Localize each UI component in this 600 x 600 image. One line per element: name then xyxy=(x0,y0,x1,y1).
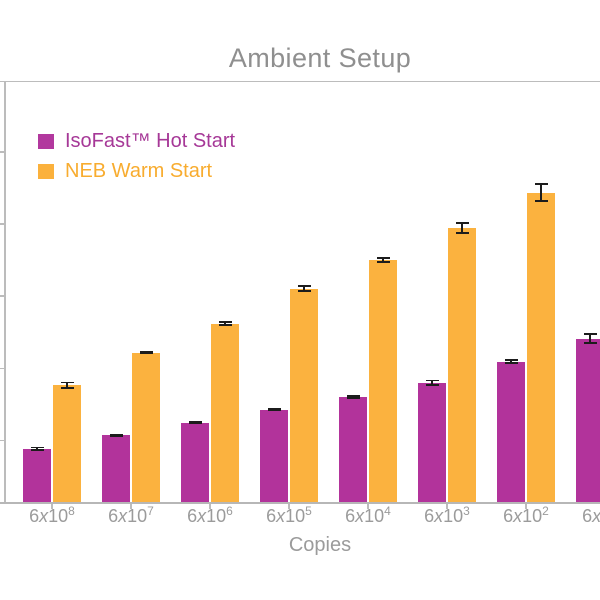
bar-neb-6x10^8 xyxy=(53,385,81,503)
error-bar-stem xyxy=(66,381,68,389)
y-axis-line xyxy=(4,80,6,504)
error-bar-stem xyxy=(510,359,512,364)
error-bar-neb-6x10^3 xyxy=(455,222,469,234)
bar-neb-6x10^6 xyxy=(211,323,239,503)
bar-isofast-6x10^1 xyxy=(576,338,600,503)
error-bar-isofast-6x10^5 xyxy=(267,408,281,411)
error-bar-neb-6x10^4 xyxy=(376,257,390,263)
x-axis-tick-6x10^7 xyxy=(130,503,132,509)
x-axis-tick-6x10^2 xyxy=(525,503,527,509)
x-axis-tick-6x10^4 xyxy=(367,503,369,509)
error-bar-cap-b xyxy=(60,386,74,389)
bar-isofast-6x10^8 xyxy=(23,448,51,503)
error-bar-isofast-6x10^8 xyxy=(30,446,44,451)
error-bar-isofast-6x10^1 xyxy=(583,333,597,344)
error-bar-cap-b xyxy=(455,232,469,234)
error-bar-cap-b xyxy=(534,200,548,202)
legend-swatch-isofast xyxy=(38,133,54,149)
error-bar-cap-b xyxy=(346,397,360,399)
error-bar-stem xyxy=(36,446,38,451)
x-axis-tick-6x10^5 xyxy=(288,503,290,509)
error-bar-stem xyxy=(431,379,433,386)
error-bar-cap-b xyxy=(139,352,153,354)
x-tick-label-6x10^1: 6x101 xyxy=(582,506,600,526)
legend-label-neb: NEB Warm Start xyxy=(65,159,213,182)
x-axis-title: Copies xyxy=(288,534,352,556)
x-tick-label-6x10^5: 6x105 xyxy=(266,504,312,526)
error-bar-stem xyxy=(382,257,384,263)
bar-isofast-6x10^2 xyxy=(497,361,525,503)
error-bar-cap-b xyxy=(109,434,123,437)
legend-item-neb: NEB Warm Start xyxy=(38,156,235,186)
error-bar-isofast-6x10^3 xyxy=(425,379,439,386)
error-bar-cap-b xyxy=(30,448,44,451)
legend-swatch-neb xyxy=(38,163,54,179)
x-axis-tick-6x10^6 xyxy=(209,503,211,509)
plot-top-border xyxy=(0,80,600,83)
y-axis-tick-0 xyxy=(0,151,6,153)
error-bar-stem xyxy=(352,395,354,399)
x-tick-label-6x10^3: 6x103 xyxy=(424,504,470,526)
x-tick-label-6x10^2: 6x102 xyxy=(503,504,549,526)
error-bar-cap-b xyxy=(188,422,202,424)
bar-isofast-6x10^4 xyxy=(339,397,367,503)
error-bar-cap-b xyxy=(297,290,311,292)
error-bar-neb-6x10^7 xyxy=(139,351,153,354)
x-tick-label-6x10^4: 6x104 xyxy=(345,504,391,526)
legend-item-isofast: IsoFast™ Hot Start xyxy=(38,126,235,156)
error-bar-neb-6x10^6 xyxy=(218,321,232,326)
bar-neb-6x10^4 xyxy=(369,260,397,503)
error-bar-neb-6x10^8 xyxy=(60,381,74,389)
error-bar-cap-b xyxy=(218,324,232,326)
error-bar-stem xyxy=(461,222,463,234)
bar-isofast-6x10^3 xyxy=(418,382,446,503)
x-axis-tick-6x10^8 xyxy=(51,503,53,509)
x-tick-label-6x10^7: 6x107 xyxy=(108,504,154,526)
y-axis-tick-3 xyxy=(0,367,6,370)
error-bar-cap-b xyxy=(425,383,439,386)
error-bar-cap-b xyxy=(504,362,518,364)
bar-isofast-6x10^6 xyxy=(181,422,209,503)
y-axis-tick-1 xyxy=(0,223,6,225)
x-axis-line xyxy=(0,502,600,504)
bar-neb-6x10^2 xyxy=(527,192,555,503)
error-bar-neb-6x10^2 xyxy=(534,183,548,202)
error-bar-cap-b xyxy=(583,342,597,344)
x-tick-label-6x10^8: 6x108 xyxy=(29,504,75,526)
error-bar-stem xyxy=(303,285,305,292)
error-bar-cap-b xyxy=(376,261,390,263)
x-axis-tick-6x10^3 xyxy=(446,503,448,509)
error-bar-isofast-6x10^6 xyxy=(188,421,202,424)
legend: IsoFast™ Hot Start NEB Warm Start xyxy=(38,126,235,186)
legend-label-isofast: IsoFast™ Hot Start xyxy=(65,129,236,152)
bar-isofast-6x10^7 xyxy=(102,435,130,503)
error-bar-cap-b xyxy=(267,409,281,411)
x-tick-label-6x10^6: 6x106 xyxy=(187,504,233,526)
error-bar-stem xyxy=(589,333,591,344)
bar-neb-6x10^7 xyxy=(132,352,160,503)
bar-isofast-6x10^5 xyxy=(260,409,288,503)
y-axis-tick-4 xyxy=(0,439,6,442)
y-axis-tick-2 xyxy=(0,295,6,297)
bar-neb-6x10^3 xyxy=(448,228,476,503)
error-bar-isofast-6x10^7 xyxy=(109,433,123,437)
error-bar-stem xyxy=(224,321,226,326)
chart-title: Ambient Setup xyxy=(228,43,412,73)
error-bar-stem xyxy=(540,183,542,202)
error-bar-neb-6x10^5 xyxy=(297,285,311,292)
error-bar-isofast-6x10^4 xyxy=(346,395,360,399)
bar-neb-6x10^5 xyxy=(290,288,318,503)
error-bar-isofast-6x10^2 xyxy=(504,359,518,364)
